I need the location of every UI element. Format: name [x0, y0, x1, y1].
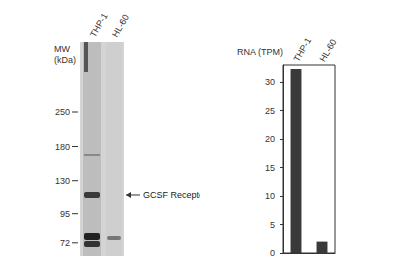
- svg-text:25: 25: [265, 106, 275, 116]
- svg-text:180: 180: [55, 142, 70, 152]
- svg-text:THP-1: THP-1: [88, 11, 110, 39]
- html-text:MW (kDa): MW (kDa): [54, 44, 76, 65]
- svg-text:20: 20: [265, 134, 275, 144]
- svg-text:0: 0: [270, 248, 275, 258]
- svg-text:HL-60: HL-60: [318, 37, 339, 63]
- svg-text:GCSF Receptor: GCSF Receptor: [143, 190, 200, 200]
- svg-text:95: 95: [60, 209, 70, 219]
- svg-text:30: 30: [265, 77, 275, 87]
- svg-text:15: 15: [265, 163, 275, 173]
- svg-text:5: 5: [270, 220, 275, 230]
- svg-text:THP-1: THP-1: [292, 36, 314, 63]
- svg-text:10: 10: [265, 191, 275, 201]
- svg-text:72: 72: [60, 238, 70, 248]
- svg-text:HL-60: HL-60: [110, 13, 131, 39]
- svg-text:130: 130: [55, 176, 70, 186]
- svg-text:RNA (TPM): RNA (TPM): [237, 47, 283, 57]
- svg-text:250: 250: [55, 107, 70, 117]
